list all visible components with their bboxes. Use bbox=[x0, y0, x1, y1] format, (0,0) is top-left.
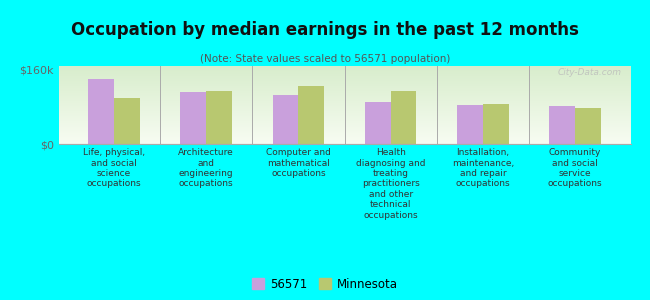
Bar bbox=[575, 108, 601, 144]
Legend: 56571, Minnesota: 56571, Minnesota bbox=[249, 274, 401, 294]
Text: City-Data.com: City-Data.com bbox=[558, 68, 622, 77]
Bar bbox=[391, 91, 417, 144]
Bar bbox=[180, 92, 206, 144]
Bar bbox=[549, 106, 575, 144]
Text: Occupation by median earnings in the past 12 months: Occupation by median earnings in the pas… bbox=[71, 21, 579, 39]
Bar bbox=[272, 95, 298, 144]
Text: (Note: State values scaled to 56571 population): (Note: State values scaled to 56571 popu… bbox=[200, 54, 450, 64]
Bar bbox=[457, 104, 483, 144]
Bar bbox=[298, 86, 324, 144]
Bar bbox=[88, 79, 114, 144]
Bar bbox=[483, 104, 509, 144]
Bar bbox=[206, 91, 232, 144]
Bar bbox=[365, 102, 391, 144]
Bar bbox=[114, 98, 140, 144]
